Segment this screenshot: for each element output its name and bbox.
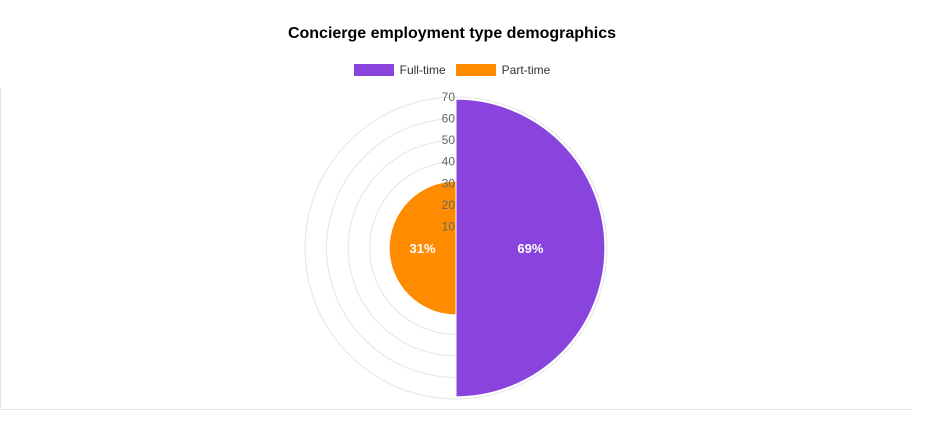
legend-swatch-full-time <box>353 64 394 76</box>
radial-tick-10: 10 <box>442 219 456 233</box>
legend-label-full-time: Full-time <box>399 63 446 77</box>
data-label-part-time: 31% <box>410 241 436 256</box>
legend-label-part-time: Part-time <box>501 63 551 77</box>
sector-part-time <box>388 180 457 316</box>
sector-full-time <box>455 98 606 398</box>
chart-title: Concierge employment type demographics <box>287 25 617 42</box>
chart-legend: Full-time Part-time <box>0 63 904 77</box>
data-label-full-time: 69% <box>517 241 543 256</box>
radial-tick-50: 50 <box>442 133 456 147</box>
radial-tick-40: 40 <box>442 155 456 169</box>
legend-swatch-part-time <box>455 64 496 76</box>
radial-tick-30: 30 <box>442 176 456 190</box>
grid-circle-70 <box>304 96 608 400</box>
chart-frame <box>0 88 912 410</box>
legend-item-part-time[interactable]: Part-time <box>455 63 551 77</box>
radial-tick-60: 60 <box>442 112 456 126</box>
radial-tick-70: 70 <box>442 90 456 104</box>
legend-item-full-time[interactable]: Full-time <box>353 63 446 77</box>
radial-tick-20: 20 <box>442 198 456 212</box>
